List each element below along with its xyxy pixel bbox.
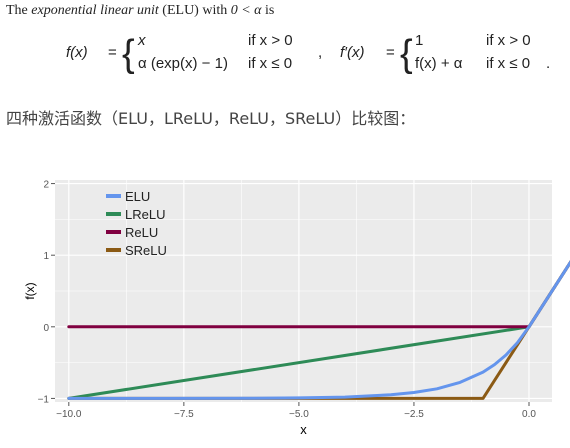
y-tick-label: 1 [43,251,49,262]
series-line-elu [67,260,570,400]
x-tick-label: −2.5 [404,409,424,420]
y-tick-label: 2 [43,180,49,191]
formula-case2-cond: if x ≤ 0 [248,55,292,72]
formula-comma: , [318,44,322,61]
activation-chart: −10.0 −7.5 −5.0 −2.5 0.0 −1 0 1 2 x f(x) ELU LReL… [0,170,570,443]
grid-minor [55,180,552,402]
axes-layer: −10.0 −7.5 −5.0 −2.5 0.0 −1 0 1 2 [38,180,537,420]
formula-case2-expr: α (exp(x) − 1) [138,55,228,72]
formula-dcase1-cond: if x > 0 [486,32,531,49]
formula-case1-cond: if x > 0 [248,32,293,49]
legend-label-lrelu: LReLU [125,207,165,222]
x-tick-label: −7.5 [174,409,194,420]
intro-prefix: The [6,3,28,18]
formula-dcase1-expr: 1 [415,32,423,49]
formula-lhs-f: f(x) [66,44,88,61]
formula-lhs-fprime: f′(x) [340,44,364,61]
intro-middle: (ELU) with [162,3,228,18]
comparison-heading: 四种激活函数（ELU，LReLU，ReLU，SReLU）比较图： [6,109,416,128]
intro-sentence: The exponential linear unit (ELU) with 0… [6,3,274,19]
formula-equals-2: = [386,44,395,61]
y-tick-label: −1 [38,394,50,405]
formula-dcase2-cond: if x ≤ 0 [486,55,530,72]
formula-dcase2-expr: f(x) + α [415,55,463,72]
series-layer [67,260,570,400]
formula-period: . [546,55,550,72]
formula-equals-1: = [108,44,117,61]
legend-label-srelu: SReLU [125,243,167,258]
intro-term: exponential linear unit [31,3,159,18]
x-tick-label: 0.0 [522,409,536,420]
formula-case1-expr: x [137,32,146,49]
legend-label-elu: ELU [125,189,150,204]
x-axis-label: x [300,422,307,437]
intro-suffix: is [265,3,275,18]
formula-brace-2: { [400,33,413,75]
x-tick-label: −5.0 [289,409,309,420]
y-tick-label: 0 [43,323,49,334]
legend-label-relu: ReLU [125,225,158,240]
formula-brace-1: { [122,33,135,75]
activation-chart-svg: −10.0 −7.5 −5.0 −2.5 0.0 −1 0 1 2 x f(x) ELU LReL… [23,180,570,437]
intro-condition: 0 < α [230,3,262,18]
x-tick-label: −10.0 [56,409,82,420]
legend: ELU LReLU ReLU SReLU [106,189,167,258]
y-axis-label: f(x) [23,282,37,299]
elu-formula: f(x) = { x if x > 0 α (exp(x) − 1) if x … [66,32,550,75]
